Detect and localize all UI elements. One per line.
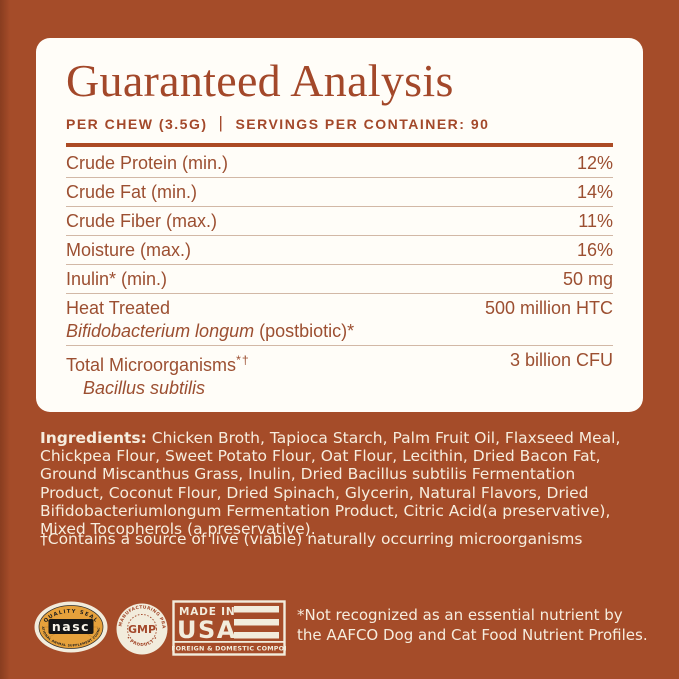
svg-text:GMP: GMP xyxy=(128,623,156,636)
per-chew-text: PER CHEW (3.5G) xyxy=(66,116,208,132)
row-label: Inulin* (min.) xyxy=(66,269,168,289)
ingredients-list: Chicken Broth, Tapioca Starch, Palm Frui… xyxy=(40,429,621,539)
species-name: Bifidobacterium longum xyxy=(66,321,255,341)
gmp-certified-seal-icon: GOOD MANUFACTURING PRACTICE • PRODUCT • … xyxy=(116,603,168,655)
row-label: Total Microorganisms*† Bacillus subtilis xyxy=(66,349,250,400)
servings-per-container-text: SERVINGS PER CONTAINER: 90 xyxy=(235,116,490,132)
serving-info: PER CHEW (3.5G) | SERVINGS PER CONTAINER… xyxy=(66,113,613,134)
made-in-usa-badge-icon: MADE IN USA WITH FOREIGN & DOMESTIC COMP… xyxy=(172,600,286,656)
analysis-table: Crude Protein (min.) 12% Crude Fat (min.… xyxy=(66,149,613,402)
footnote-markers: *† xyxy=(236,353,250,367)
species-name: Bacillus subtilis xyxy=(83,378,206,398)
svg-text:WITH FOREIGN & DOMESTIC COMPON: WITH FOREIGN & DOMESTIC COMPONENTS xyxy=(172,645,286,653)
row-label: Crude Fiber (max.) xyxy=(66,211,218,231)
row-label-line1: Total Microorganisms*† xyxy=(66,353,250,375)
row-label-line1: Heat Treated xyxy=(66,298,171,318)
dagger-footnote: †Contains a source of live (viable) natu… xyxy=(40,530,583,548)
separator-bar: | xyxy=(218,113,225,132)
svg-text:MADE IN: MADE IN xyxy=(179,606,235,618)
header-rule xyxy=(66,143,613,147)
left-edge-shading xyxy=(0,0,10,679)
table-row-inulin: Inulin* (min.) 50 mg xyxy=(66,265,613,294)
row-value: 12% xyxy=(576,153,613,173)
row-value: 16% xyxy=(576,240,613,260)
row-label: Moisture (max.) xyxy=(66,240,192,260)
table-row-crude-fat: Crude Fat (min.) 14% xyxy=(66,178,613,207)
ingredients-label: Ingredients: xyxy=(40,429,147,447)
aafco-footnote-line1: *Not recognized as an essential nutrient… xyxy=(297,606,623,624)
row-value: 11% xyxy=(578,211,613,231)
row-label: Crude Protein (min.) xyxy=(66,153,229,173)
row-label-line2: Bifidobacterium longum (postbiotic)* xyxy=(66,320,354,343)
svg-text:USA: USA xyxy=(177,616,237,644)
table-row-total-microorganisms: Total Microorganisms*† Bacillus subtilis… xyxy=(66,346,613,402)
row-label: Heat Treated Bifidobacterium longum (pos… xyxy=(66,297,354,343)
row-value: 50 mg xyxy=(562,269,613,289)
row-value: 500 million HTC xyxy=(484,298,613,318)
guaranteed-analysis-card: Guaranteed Analysis PER CHEW (3.5G) | SE… xyxy=(36,38,643,412)
aafco-footnote-line2: the AAFCO Dog and Cat Food Nutrient Prof… xyxy=(297,625,648,644)
row-label: Crude Fat (min.) xyxy=(66,182,198,202)
row-value: 3 billion CFU xyxy=(509,350,613,370)
ingredients-paragraph: Ingredients: Chicken Broth, Tapioca Star… xyxy=(40,429,641,538)
postbiotic-note: (postbiotic)* xyxy=(254,321,355,341)
row-value: 14% xyxy=(576,182,613,202)
aafco-footnote: *Not recognized as an essential nutrient… xyxy=(297,606,657,645)
nasc-quality-seal-icon: QUALITY SEAL nasc NATIONAL ANIMAL SUPPLE… xyxy=(34,601,108,653)
table-row-heat-treated: Heat Treated Bifidobacterium longum (pos… xyxy=(66,294,613,346)
table-row-moisture: Moisture (max.) 16% xyxy=(66,236,613,265)
svg-text:nasc: nasc xyxy=(52,619,90,634)
table-row-crude-fiber: Crude Fiber (max.) 11% xyxy=(66,207,613,236)
table-row-crude-protein: Crude Protein (min.) 12% xyxy=(66,149,613,178)
page-title: Guaranteed Analysis xyxy=(66,55,454,106)
